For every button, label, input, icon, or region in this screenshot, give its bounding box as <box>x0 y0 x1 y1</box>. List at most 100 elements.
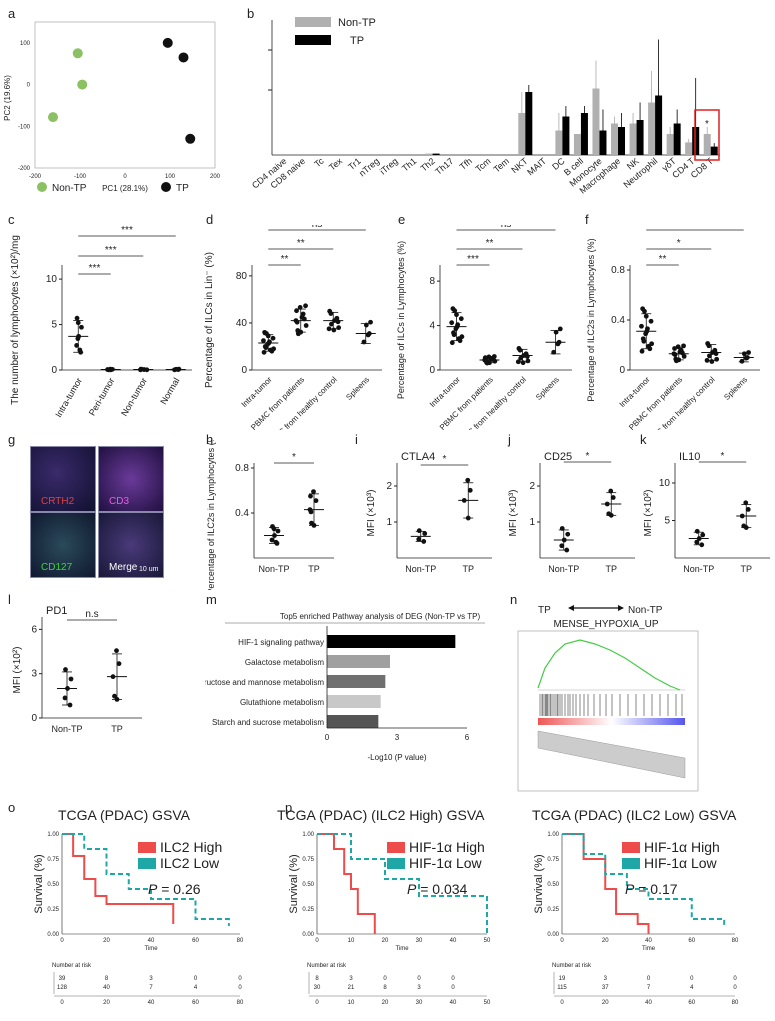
data-point <box>694 539 700 545</box>
sig-label: * <box>721 451 725 462</box>
km-risk-value: 128 <box>57 985 68 991</box>
sig-label: *** <box>89 263 101 274</box>
scale-bar-label: 10 um <box>139 566 159 573</box>
data-point <box>741 351 747 357</box>
pca-chart: PC1 (28.1%) PC2 (19.6%) -200 -100 0 100 200 … <box>3 21 221 193</box>
data-point <box>714 356 720 362</box>
legend-tp-marker <box>161 182 171 192</box>
km-ytick: 0.00 <box>47 932 59 938</box>
data-point <box>639 323 644 329</box>
panel-label-e: e <box>398 212 406 227</box>
km-risk-value: 0 <box>647 976 651 982</box>
km-risk-value: 21 <box>348 985 355 991</box>
sig-label: *** <box>105 245 117 256</box>
pca-ylabel: PC2 (19.6%) <box>3 75 12 121</box>
km-legend-label: ILC2 Low <box>160 855 220 871</box>
km-risk-value: 115 <box>557 985 567 991</box>
ytick: 0 <box>31 713 37 724</box>
data-point <box>270 335 276 341</box>
pathway-bar-chart: Top5 enriched Pathway analysis of DEG (N… <box>205 612 485 762</box>
data-point <box>334 315 340 321</box>
pathway-label: Galactose metabolism <box>245 658 324 667</box>
km-risk-header: Number at risk <box>52 963 92 969</box>
sig-label: * <box>693 225 697 230</box>
km-risk-value: 4 <box>194 985 198 991</box>
data-point <box>739 358 745 364</box>
km-xtick: 60 <box>192 938 199 944</box>
km-curve-low <box>317 833 488 934</box>
data-point <box>706 343 712 349</box>
km-title: TCGA (PDAC) (ILC2 Low) GSVA <box>532 807 737 823</box>
data-point <box>269 537 275 543</box>
sig-label: ** <box>659 254 667 265</box>
sig-label: ** <box>281 254 289 265</box>
pathway-xlabel: -Log10 (P value) <box>368 753 427 762</box>
ilc2-lymph-chart: 0.8 0.4 0 Percentage of ILC2s in Lymphocyte… <box>586 225 760 430</box>
panel-label-k: k <box>640 432 647 447</box>
km-curve-high <box>317 833 376 934</box>
km-pvalue: P = 0.26 <box>148 881 201 897</box>
bar-nontp <box>629 123 637 155</box>
data-point <box>450 306 456 312</box>
km-ytick: 0.25 <box>47 907 59 913</box>
km-risk-xtick: 20 <box>103 1000 110 1006</box>
data-point <box>741 523 747 529</box>
km-risk-xtick: 60 <box>192 1000 199 1006</box>
sig-label: * <box>292 452 296 463</box>
bar-tp <box>580 113 588 155</box>
sig-label: * <box>443 454 447 465</box>
km-risk-header: Number at risk <box>552 963 592 969</box>
km-risk-value: 19 <box>559 976 566 982</box>
km-legend-swatch <box>622 858 640 869</box>
data-point <box>294 308 299 314</box>
chart-title: CD25 <box>544 451 572 463</box>
sig-label: * <box>677 238 681 249</box>
ytick: 4 <box>429 321 435 332</box>
panel-label-p: p <box>285 800 293 815</box>
pca-point-tp <box>185 133 196 144</box>
bar-nontp <box>592 88 600 155</box>
ylabel: Percentage of ILCs in Lymphocytes (%) <box>396 241 406 399</box>
km-risk-xtick: 0 <box>315 1000 319 1006</box>
data-point <box>648 318 654 324</box>
km-risk-xtick: 80 <box>732 1000 739 1006</box>
data-point <box>261 338 266 343</box>
data-point <box>328 311 334 316</box>
ytick: 1 <box>386 517 392 528</box>
micrograph-cd127: CD127 <box>30 512 96 578</box>
km-legend-label: HIF-1α Low <box>644 855 718 871</box>
gsea-title: MENSE_HYPOXIA_UP <box>553 619 658 630</box>
km-curve-high <box>562 833 650 934</box>
pca-xtick: 200 <box>210 174 221 180</box>
data-point <box>308 509 314 515</box>
data-point <box>62 695 68 701</box>
ilc-lin-chart: 80 40 0 Percentage of ILCs in Lin⁻ (%) Intra… <box>204 225 382 430</box>
km-risk-xtick: 40 <box>450 1000 457 1006</box>
ylabel: MFI (×10³) <box>366 490 377 537</box>
gsea-rank-bar <box>538 718 685 725</box>
xtick-label: TP <box>462 564 474 574</box>
pca-xtick: 0 <box>123 174 127 180</box>
pca-xlabel: PC1 (28.1%) <box>102 184 148 193</box>
ylabel: Percentage of ILCs in Lin⁻ (%) <box>204 252 215 388</box>
pathway-label: Fructose and mannose metabolism <box>205 678 324 687</box>
pca-xtick: -200 <box>29 174 42 180</box>
data-point <box>672 352 678 358</box>
km-risk-value: 0 <box>238 976 242 982</box>
km-risk-xtick: 50 <box>484 1000 491 1006</box>
bar-tp <box>655 95 663 155</box>
xtick-label: Intra-tumor <box>53 376 84 419</box>
micrograph-cd3: CD3 <box>98 446 164 512</box>
bar-category-label: Tem <box>492 156 511 175</box>
data-point <box>679 350 685 356</box>
bar-nontp <box>703 134 711 155</box>
pathway-xtick: 6 <box>465 733 470 742</box>
km-ytick: 0.00 <box>547 932 559 938</box>
micrograph-merge: Merge 10 um <box>98 512 164 578</box>
km-risk-value: 40 <box>103 985 110 991</box>
panel-label-g: g <box>8 432 16 447</box>
panel-label-i: i <box>355 432 358 447</box>
km-legend-label: HIF-1α High <box>644 839 720 855</box>
km-ytick: 0.25 <box>302 907 314 913</box>
ytick: 6 <box>31 624 37 635</box>
